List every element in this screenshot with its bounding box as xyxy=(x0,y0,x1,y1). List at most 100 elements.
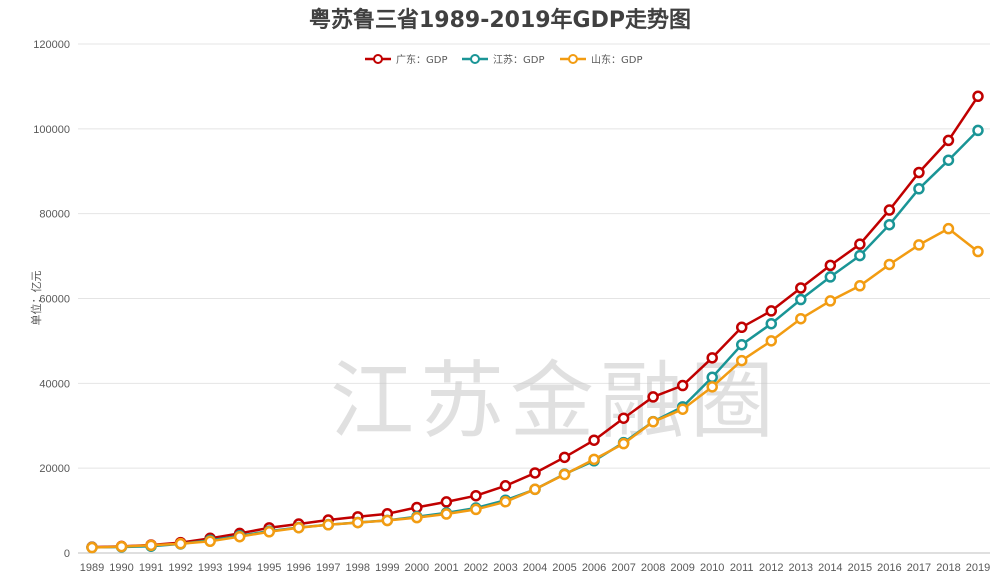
y-tick-label: 20000 xyxy=(39,463,70,475)
data-point xyxy=(588,453,600,466)
data-point xyxy=(233,530,246,543)
data-point xyxy=(440,496,453,508)
legend-marker xyxy=(568,54,578,64)
x-tick-label: 2014 xyxy=(818,562,842,574)
x-tick-label: 2012 xyxy=(759,562,783,574)
series-0 xyxy=(86,90,984,553)
x-tick-label: 1989 xyxy=(80,562,104,574)
x-tick-label: 1999 xyxy=(375,562,399,574)
data-point xyxy=(735,338,748,351)
x-tick-label: 2017 xyxy=(907,562,931,574)
data-point xyxy=(883,204,896,216)
x-tick-label: 2001 xyxy=(434,562,458,574)
data-point xyxy=(972,90,984,103)
data-point xyxy=(115,540,128,553)
x-tick-label: 1994 xyxy=(227,562,251,574)
x-tick-label: 2005 xyxy=(552,562,576,574)
x-tick-label: 1993 xyxy=(198,562,222,574)
data-point xyxy=(824,259,837,272)
legend-label: 广东：GDP xyxy=(396,53,447,66)
data-point xyxy=(824,295,837,307)
data-point xyxy=(411,511,423,524)
x-tick-label: 1991 xyxy=(139,562,163,574)
data-point xyxy=(824,271,837,283)
data-point xyxy=(913,183,925,195)
data-point xyxy=(440,508,453,520)
data-point xyxy=(706,371,718,384)
x-tick-label: 2018 xyxy=(936,562,960,574)
gridlines xyxy=(78,43,990,554)
legend-item: 广东：GDP xyxy=(365,53,447,66)
x-tick-label: 2006 xyxy=(582,562,606,574)
x-tick-label: 2002 xyxy=(464,562,488,574)
chart-title: 粤苏鲁三省1989-2019年GDP走势图 xyxy=(309,7,691,33)
x-tick-label: 1997 xyxy=(316,562,340,574)
data-point xyxy=(883,218,896,231)
series-line xyxy=(91,95,980,549)
y-tick-label: 80000 xyxy=(39,209,70,221)
x-tick-label: 1990 xyxy=(109,562,133,574)
y-tick-label: 40000 xyxy=(39,378,70,390)
legend-marker xyxy=(470,54,480,64)
data-point xyxy=(706,381,718,393)
data-point xyxy=(795,312,807,325)
data-point xyxy=(292,521,305,534)
legend-label: 江苏：GDP xyxy=(493,53,544,66)
data-point xyxy=(676,403,689,415)
data-point xyxy=(647,391,659,403)
data-point xyxy=(795,282,807,294)
x-tick-label: 2015 xyxy=(848,562,872,574)
data-point xyxy=(263,526,275,538)
data-point xyxy=(411,501,423,514)
data-point xyxy=(972,124,984,137)
data-point xyxy=(854,280,866,292)
data-point xyxy=(588,434,600,446)
x-tick-label: 2013 xyxy=(789,562,813,574)
data-point xyxy=(352,516,364,529)
y-axis-ticks: 0 20000 40000 60000 80000 100000 120000 xyxy=(33,39,70,560)
x-tick-label: 1992 xyxy=(168,562,192,574)
x-tick-label: 2007 xyxy=(611,562,635,574)
data-point xyxy=(706,352,718,364)
data-point xyxy=(617,412,630,424)
data-point xyxy=(499,480,512,492)
watermark: 江苏金融圈 xyxy=(330,352,780,450)
data-point xyxy=(322,519,335,531)
data-point xyxy=(942,134,955,147)
data-point xyxy=(765,317,778,330)
data-point xyxy=(529,467,541,479)
x-tick-label: 2004 xyxy=(523,562,547,574)
legend-item: 山东：GDP xyxy=(560,53,642,66)
x-tick-label: 2011 xyxy=(730,562,754,574)
legend: 广东：GDP 江苏：GDP 山东：GDP xyxy=(365,53,642,66)
legend-item: 江苏：GDP xyxy=(462,53,544,66)
data-point xyxy=(558,468,571,481)
x-tick-label: 1995 xyxy=(257,562,281,574)
series-lines xyxy=(86,90,984,554)
data-point xyxy=(795,293,807,306)
data-point xyxy=(913,166,925,179)
x-tick-label: 1998 xyxy=(346,562,370,574)
x-tick-label: 1996 xyxy=(286,562,310,574)
x-tick-label: 2003 xyxy=(493,562,517,574)
data-point xyxy=(735,354,748,367)
y-axis-label: 单位：亿元 xyxy=(29,271,43,326)
data-point xyxy=(854,238,866,250)
y-tick-label: 0 xyxy=(64,548,70,560)
legend-marker xyxy=(373,54,383,64)
data-point xyxy=(381,514,394,527)
x-tick-label: 2010 xyxy=(700,562,724,574)
x-tick-label: 2019 xyxy=(966,562,990,574)
y-tick-label: 100000 xyxy=(33,124,70,136)
data-point xyxy=(145,539,157,552)
x-tick-label: 2008 xyxy=(641,562,665,574)
y-tick-label: 120000 xyxy=(33,39,70,51)
data-point xyxy=(647,416,659,428)
data-point xyxy=(617,437,630,450)
data-point xyxy=(883,258,896,271)
data-point xyxy=(529,483,541,496)
data-point xyxy=(913,239,925,251)
data-point xyxy=(972,245,984,258)
y-tick-label: 60000 xyxy=(39,294,70,306)
